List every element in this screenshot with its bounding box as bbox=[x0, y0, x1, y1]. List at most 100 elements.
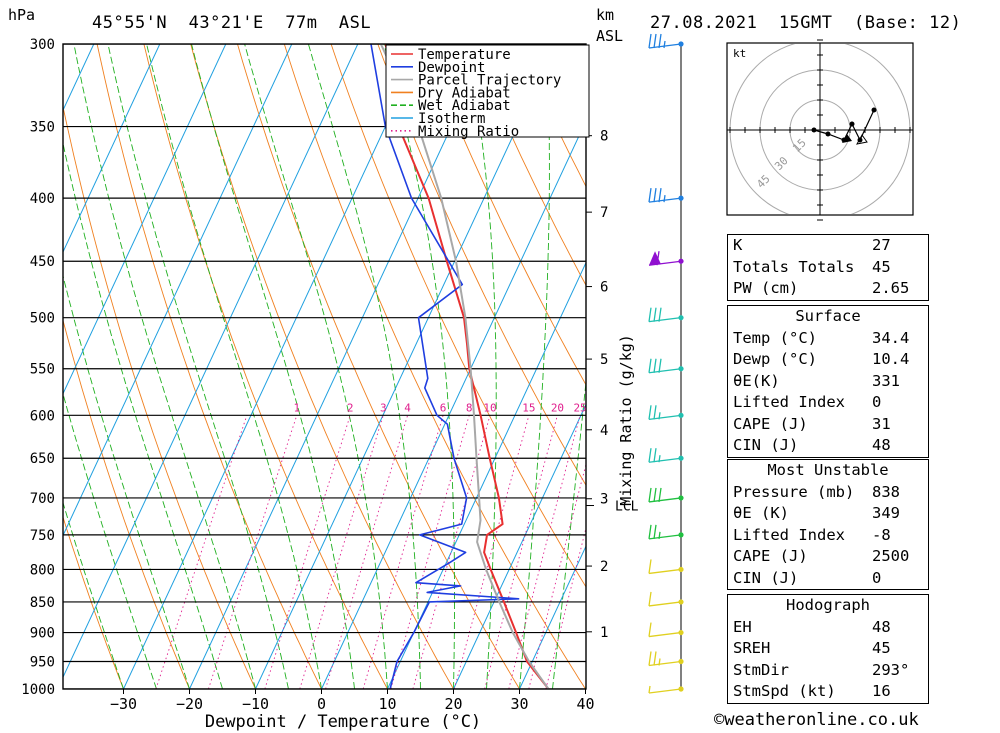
mu-value: 349 bbox=[872, 504, 900, 522]
pressure-tick-label: 700 bbox=[30, 491, 55, 507]
km-tick-label: 2 bbox=[600, 559, 608, 575]
asl-unit: ASL bbox=[596, 27, 624, 45]
index-row-k: K 27 bbox=[728, 235, 928, 257]
isotherm-line bbox=[387, 261, 586, 689]
mu-label: θE (K) bbox=[733, 504, 789, 522]
surface-value: 31 bbox=[872, 414, 891, 433]
index-label: PW (cm) bbox=[733, 279, 799, 297]
surface-row: CAPE (J) 31 bbox=[728, 414, 928, 436]
wind-barb-dot bbox=[678, 412, 684, 418]
pressure-tick-label: 400 bbox=[30, 191, 55, 207]
surface-label: CIN (J) bbox=[733, 436, 799, 454]
km-tick-label: 8 bbox=[600, 129, 608, 145]
mixing-ratio-label: 4 bbox=[404, 401, 411, 414]
legend-label: Isotherm bbox=[418, 111, 485, 127]
dry-adiabat-line bbox=[190, 44, 454, 689]
mixing-ratio-label: 8 bbox=[466, 401, 473, 414]
wind-barb bbox=[648, 188, 684, 203]
mixing-ratio-label: 3 bbox=[380, 401, 387, 414]
wind-barb-flag bbox=[648, 448, 652, 463]
wind-barb bbox=[648, 405, 684, 420]
wind-barb-flag bbox=[648, 487, 652, 503]
surface-label: Dewp (°C) bbox=[733, 350, 817, 368]
wind-barb-half-flag bbox=[648, 685, 651, 694]
wind-barb-dot bbox=[678, 532, 684, 538]
hodo-row: SREH 45 bbox=[728, 638, 928, 660]
pressure-tick-label: 1000 bbox=[21, 682, 55, 698]
index-row-tt: Totals Totals 45 bbox=[728, 257, 928, 279]
hodograph-title: Hodograph bbox=[786, 596, 870, 614]
wind-barb-flag bbox=[648, 33, 652, 49]
index-value: 2.65 bbox=[872, 279, 910, 297]
hodo-value: 45 bbox=[872, 639, 891, 657]
wind-barb-staff bbox=[648, 601, 682, 607]
surface-value: 34.4 bbox=[872, 328, 910, 347]
km-tick-label: 4 bbox=[600, 423, 608, 439]
hodo-row: StmDir 293° bbox=[728, 660, 928, 682]
surface-row: CIN (J) 48 bbox=[728, 435, 928, 457]
most-unstable-box: Most Unstable Pressure (mb) 838 θE (K) 349… bbox=[727, 459, 929, 590]
wind-barb-flag bbox=[648, 559, 652, 574]
temp-tick-label: −10 bbox=[242, 695, 269, 713]
copyright-footer[interactable]: ©weatheronline.co.uk bbox=[714, 710, 919, 730]
wind-barb bbox=[648, 448, 684, 463]
storm-motion-marker-alt bbox=[856, 134, 868, 145]
wind-barb-flag bbox=[653, 487, 657, 503]
mu-row: CAPE (J) 2500 bbox=[728, 546, 928, 568]
temp-tick-label: 20 bbox=[444, 695, 462, 713]
wind-barb-dot bbox=[678, 258, 684, 264]
mu-value: 2500 bbox=[872, 547, 910, 565]
isotherm-line bbox=[63, 44, 359, 679]
pressure-unit: hPa bbox=[8, 6, 36, 24]
surface-value: 331 bbox=[872, 371, 900, 390]
temp-tick-label: 30 bbox=[510, 695, 528, 713]
surface-row: Lifted Index 0 bbox=[728, 392, 928, 414]
surface-label: Lifted Index bbox=[733, 393, 845, 411]
location-title: 45°55'N 43°21'E 77m ASL bbox=[92, 13, 372, 33]
surface-value: 0 bbox=[872, 393, 882, 411]
surface-label: θE(K) bbox=[733, 371, 780, 390]
dry-adiabat-line bbox=[63, 104, 256, 689]
wind-barb-dot bbox=[678, 495, 684, 501]
mixing-ratio-line bbox=[453, 415, 530, 689]
mixing-ratio-label: 6 bbox=[440, 401, 447, 414]
wind-barb-flag bbox=[653, 405, 657, 420]
wind-barb-flag bbox=[648, 591, 652, 607]
surface-row: θE(K) 331 bbox=[728, 371, 928, 393]
surface-label: CAPE (J) bbox=[733, 414, 808, 433]
wind-barb-flag bbox=[653, 188, 657, 203]
hodo-value: 16 bbox=[872, 682, 891, 700]
temp-tick-label: 40 bbox=[576, 695, 594, 713]
wind-barb-half-flag bbox=[658, 412, 661, 420]
wet-adiabat-line bbox=[383, 44, 455, 689]
wind-barb-flag bbox=[658, 487, 662, 503]
legend-label: Mixing Ratio bbox=[418, 124, 519, 140]
wind-barb-flag bbox=[658, 188, 662, 203]
surface-title: Surface bbox=[795, 307, 861, 325]
surface-row: Dewp (°C) 10.4 bbox=[728, 349, 928, 371]
legend-label: Temperature bbox=[418, 47, 511, 63]
isotherm-line bbox=[63, 44, 227, 395]
isotherm-line bbox=[189, 44, 491, 689]
wind-barb-flag bbox=[653, 307, 657, 322]
storm-motion-marker bbox=[842, 134, 852, 143]
pressure-tick-label: 850 bbox=[30, 595, 55, 611]
index-value: 27 bbox=[872, 236, 891, 254]
hodograph-unit-label: kt bbox=[733, 47, 746, 60]
wind-barb-flag bbox=[658, 307, 662, 322]
km-tick-label: 7 bbox=[600, 205, 608, 221]
mixing-ratio-line bbox=[299, 415, 384, 689]
wind-barb-flag bbox=[648, 405, 652, 420]
mu-label: Pressure (mb) bbox=[733, 482, 855, 501]
legend-label: Wet Adiabat bbox=[418, 98, 511, 114]
mu-value: 0 bbox=[872, 568, 882, 587]
mu-row: Pressure (mb) 838 bbox=[728, 482, 928, 504]
hodo-label: SREH bbox=[733, 639, 771, 657]
wind-barb bbox=[648, 487, 684, 503]
most-unstable-title: Most Unstable bbox=[767, 461, 889, 479]
mixing-ratio-line bbox=[412, 415, 491, 689]
hodo-row: EH 48 bbox=[728, 617, 928, 639]
wind-barb bbox=[648, 591, 684, 607]
temp-tick-label: −30 bbox=[110, 695, 137, 713]
